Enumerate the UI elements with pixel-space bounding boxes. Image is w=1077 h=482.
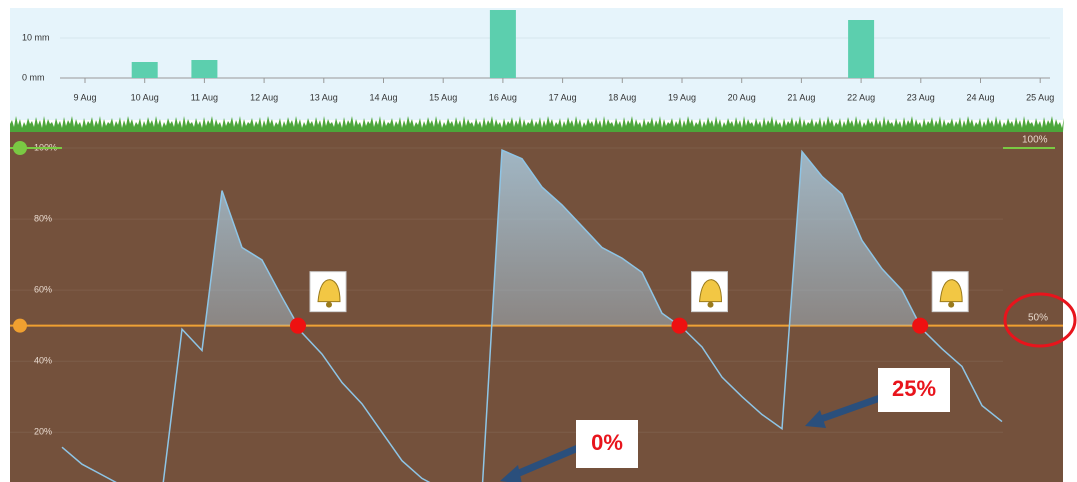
- x-tick-label: 25 Aug: [1026, 92, 1054, 102]
- line: [61, 148, 1003, 482]
- alert-dot: [671, 317, 688, 334]
- rain-chart: 0 mm 10 mm 9 Aug 10 Aug 11 Aug 12 Aug 13 Aug 14…: [22, 10, 1054, 102]
- arrow: [510, 444, 580, 480]
- bell-shape: [317, 279, 341, 303]
- x-tick-label: 11 Aug: [191, 92, 218, 102]
- bar: [191, 60, 218, 78]
- bell-clapper: [948, 301, 955, 308]
- bell-shape: [939, 279, 963, 303]
- x-tick-label: 18 Aug: [608, 92, 636, 102]
- rain-panel: [10, 8, 1063, 120]
- bar: [489, 10, 516, 78]
- alert-dot: [912, 317, 929, 334]
- bell-shape: [698, 279, 723, 303]
- highlight-circle: [1003, 292, 1077, 348]
- bar: [131, 62, 158, 78]
- arrow-head: [500, 465, 522, 482]
- bell-clapper: [326, 301, 332, 308]
- alert-dot: [290, 317, 306, 334]
- x-tick-label: 15 Aug: [429, 92, 457, 102]
- x-tick-label: 23 Aug: [907, 92, 935, 102]
- x-tick-label: 10 Aug: [131, 92, 159, 102]
- callout-box: [878, 368, 950, 412]
- y-tick-label: 10 mm: [22, 32, 50, 42]
- plot-area: [61, 148, 1003, 482]
- callouts: 0% 25%: [500, 368, 950, 482]
- x-tick-label: 17 Aug: [549, 92, 577, 102]
- y-tick-label: 0 mm: [22, 72, 45, 82]
- bell-clapper: [707, 301, 714, 308]
- x-tick-label: 9 Aug: [73, 92, 96, 102]
- wet-zone: [205, 150, 921, 326]
- x-tick-label: 19 Aug: [668, 92, 696, 102]
- x-tick-label: 12 Aug: [250, 92, 278, 102]
- moisture-chart: 20%40%60%80%100%50%100%: [10, 135, 1063, 482]
- arrow-head: [805, 410, 826, 428]
- x-tick-label: 24 Aug: [966, 92, 994, 102]
- full-label: 100%: [1022, 135, 1048, 146]
- x-tick-label: 20 Aug: [728, 92, 756, 102]
- x-tick-label: 13 Aug: [310, 92, 338, 102]
- bar: [848, 20, 875, 78]
- full-handle: [13, 141, 27, 155]
- threshold-handle: [13, 318, 27, 333]
- y-tick-label: 40%: [34, 356, 52, 366]
- callout-0: 0%: [500, 420, 638, 482]
- y-tick-label: 60%: [34, 285, 52, 295]
- y-tick-label: 20%: [34, 427, 52, 437]
- x-tick-label: 14 Aug: [369, 92, 397, 102]
- grass: [10, 116, 1064, 132]
- callout-label: 25%: [892, 376, 936, 401]
- callout-1: 25%: [805, 368, 950, 428]
- grass-blades: [10, 116, 1064, 132]
- area: [205, 150, 921, 326]
- callout-box: [576, 420, 638, 468]
- x-tick-label: 21 Aug: [787, 92, 815, 102]
- x-tick-label: 22 Aug: [847, 92, 875, 102]
- threshold-label: 50%: [1028, 312, 1048, 323]
- y-tick-label: 80%: [34, 213, 52, 223]
- callout-label: 0%: [591, 430, 623, 455]
- x-tick-label: 16 Aug: [489, 92, 517, 102]
- arrow: [816, 394, 882, 424]
